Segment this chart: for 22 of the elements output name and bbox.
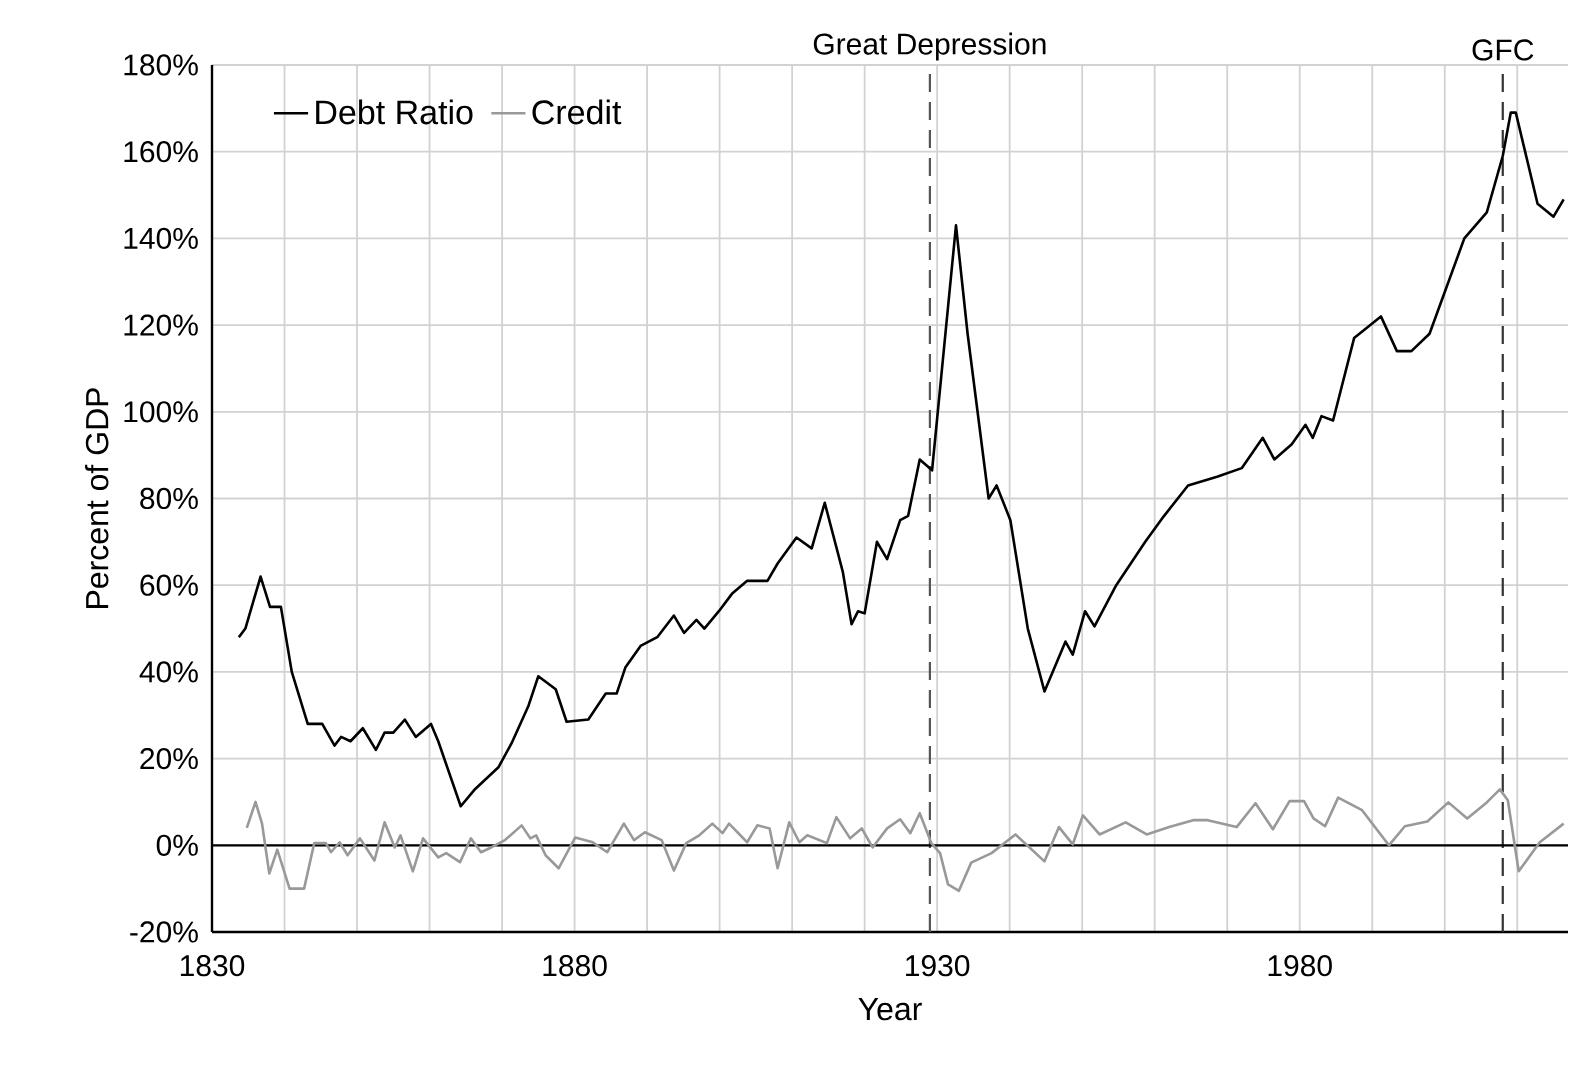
y-tick-label: 40%	[139, 661, 198, 683]
y-tick-label: 80%	[140, 487, 198, 510]
y-tick-label: 120%	[124, 314, 198, 336]
x-axis-title: Year	[858, 998, 922, 1021]
y-tick-label: -20%	[130, 921, 198, 943]
y-tick-label: 160%	[124, 141, 198, 163]
x-tick-label: 1830	[180, 955, 245, 977]
y-tick-label: 20%	[140, 747, 198, 770]
y-tick-label: 60%	[140, 574, 198, 596]
y-axis-title: Percent of GDP	[85, 388, 109, 608]
line-series	[245, 788, 1565, 893]
y-tick-label: 100%	[124, 401, 198, 423]
x-tick-label: 1980	[1268, 955, 1332, 977]
ref-line-label: Great Depression	[813, 32, 1046, 61]
y-tick-label: 140%	[124, 227, 198, 249]
legend-label: Credit	[532, 99, 622, 125]
y-tick-label: 0%	[156, 834, 198, 856]
y-tick-label: 180%	[124, 54, 198, 76]
x-tick-label: 1930	[906, 955, 970, 977]
x-tick-label: 1880	[543, 955, 607, 977]
ref-line-label: GFC	[1472, 39, 1534, 61]
legend-label: Debt Ratio	[316, 99, 473, 125]
